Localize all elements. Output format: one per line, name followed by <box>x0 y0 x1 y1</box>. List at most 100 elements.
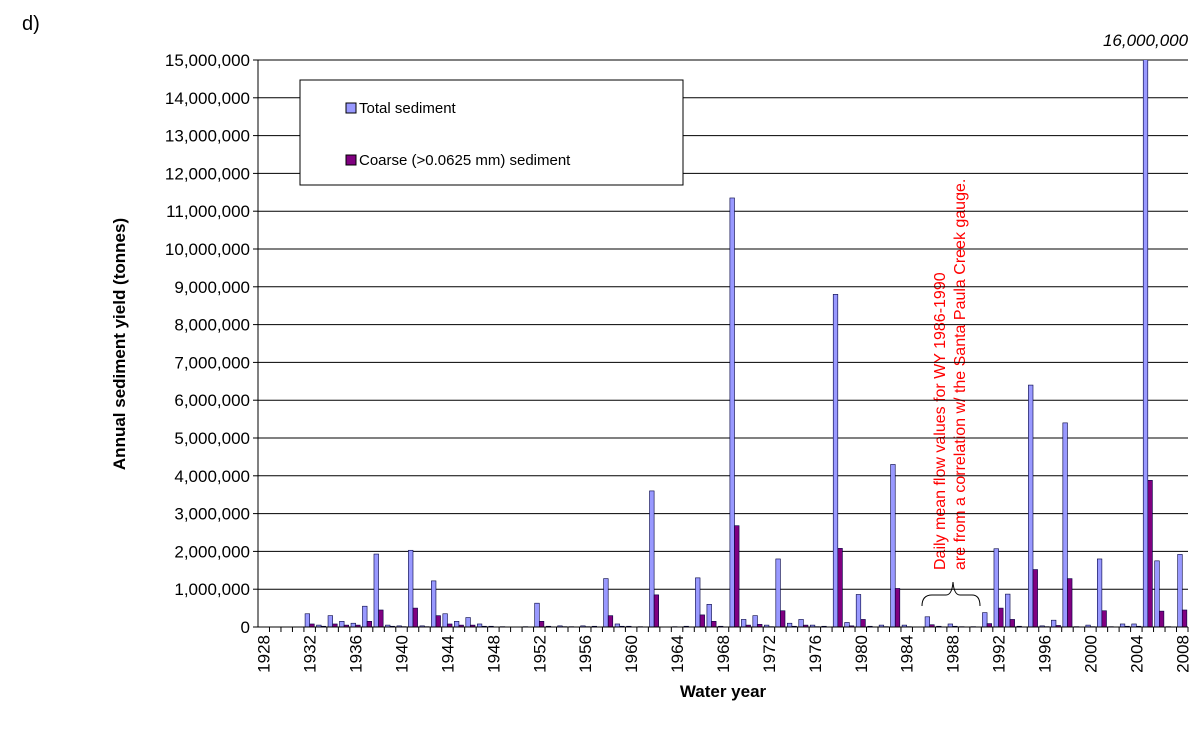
y-tick-label: 11,000,000 <box>166 202 250 221</box>
y-tick-label: 9,000,000 <box>174 278 250 297</box>
x-tick-label: 1948 <box>484 635 503 673</box>
x-axis-title: Water year <box>680 682 767 701</box>
x-tick-label: 1996 <box>1035 635 1054 673</box>
bar <box>327 615 333 628</box>
bar <box>890 464 896 628</box>
bar <box>366 621 372 628</box>
bar <box>1147 480 1153 628</box>
bar <box>844 622 850 628</box>
bar <box>798 619 804 628</box>
x-tick-label: 1940 <box>393 635 412 673</box>
bar <box>1158 610 1165 628</box>
bar <box>729 197 735 628</box>
bar <box>1154 560 1160 628</box>
bar <box>924 616 930 628</box>
bar <box>603 578 609 628</box>
bar <box>534 602 540 628</box>
bar <box>775 558 781 628</box>
bar <box>339 621 345 628</box>
bar <box>1009 619 1015 628</box>
x-tick-label: 2008 <box>1173 635 1192 673</box>
x-tick-label: 2000 <box>1081 635 1100 673</box>
y-tick-label: 13,000,000 <box>165 127 250 146</box>
panel-label: d) <box>22 13 40 35</box>
bar <box>780 610 786 628</box>
bar <box>1051 619 1057 628</box>
x-tick-label: 1992 <box>990 635 1009 673</box>
bar <box>412 607 418 628</box>
legend-label: Coarse (>0.0625 mm) sediment <box>359 152 571 169</box>
bar <box>1096 558 1103 628</box>
y-tick-label: 5,000,000 <box>174 429 250 448</box>
bar <box>993 548 999 628</box>
bar <box>431 580 437 628</box>
x-tick-label: 1964 <box>668 635 687 673</box>
bar <box>1142 60 1149 628</box>
bar <box>752 615 758 628</box>
bar <box>538 621 545 628</box>
bar <box>706 604 712 628</box>
bar <box>304 613 310 628</box>
bar <box>373 553 379 628</box>
x-tick-label: 1976 <box>806 635 825 673</box>
x-tick-label: 1928 <box>255 635 274 673</box>
bar <box>695 577 701 628</box>
bar <box>894 588 901 628</box>
value-label: 16,000,000 <box>1103 31 1189 50</box>
y-tick-label: 12,000,000 <box>165 164 250 183</box>
x-tick-label: 1984 <box>898 635 917 673</box>
bar <box>1101 610 1107 628</box>
bar <box>1028 384 1034 628</box>
y-tick-label: 14,000,000 <box>165 89 250 108</box>
bar <box>350 622 356 628</box>
bar <box>1067 578 1073 628</box>
bar <box>607 615 614 628</box>
bar <box>408 549 414 628</box>
annotation: are from a correlation w/ the Santa Paul… <box>952 179 969 570</box>
bar <box>741 619 747 628</box>
bar <box>465 617 471 628</box>
bar <box>699 614 705 628</box>
bar <box>998 607 1004 628</box>
bar <box>786 622 793 628</box>
bar <box>653 594 660 628</box>
bar <box>734 525 740 628</box>
x-tick-label: 1960 <box>622 635 641 673</box>
legend: Total sediment Coarse (>0.0625 mm) sedime… <box>299 79 684 186</box>
bar <box>435 615 441 628</box>
y-tick-label: 6,000,000 <box>174 391 250 410</box>
bar <box>832 294 839 628</box>
x-tick-label: 1932 <box>301 635 320 673</box>
bar <box>1005 593 1011 628</box>
y-tick-label: 8,000,000 <box>174 316 250 335</box>
annotation: Daily mean flow values for WY 1986-1990 <box>932 272 949 570</box>
bar <box>982 612 988 628</box>
y-tick-label: 10,000,000 <box>165 240 250 259</box>
bar <box>362 605 368 628</box>
bar <box>1062 422 1068 628</box>
bar <box>855 594 862 628</box>
y-tick-label: 4,000,000 <box>174 467 250 486</box>
bar <box>837 548 843 628</box>
bar <box>1177 554 1183 628</box>
x-tick-label: 1968 <box>714 635 733 673</box>
legend-box <box>299 79 684 186</box>
bar <box>378 609 384 628</box>
y-tick-label: 3,000,000 <box>174 505 250 524</box>
bar <box>454 621 460 628</box>
x-tick-label: 1980 <box>852 635 871 673</box>
x-tick-label: 2004 <box>1127 635 1146 673</box>
bar <box>442 613 448 628</box>
y-tick-label: 0 <box>241 618 250 637</box>
bar <box>649 490 655 628</box>
y-axis-title: Annual sediment yield (tonnes) <box>110 218 129 470</box>
y-tick-label: 1,000,000 <box>174 580 250 599</box>
bar <box>986 623 992 628</box>
y-tick-label: 15,000,000 <box>165 51 250 70</box>
x-tick-label: 1956 <box>576 635 595 673</box>
bar <box>711 621 717 628</box>
x-tick-label: 1952 <box>530 635 549 673</box>
legend-swatch <box>345 102 357 114</box>
legend-swatch <box>345 154 357 166</box>
